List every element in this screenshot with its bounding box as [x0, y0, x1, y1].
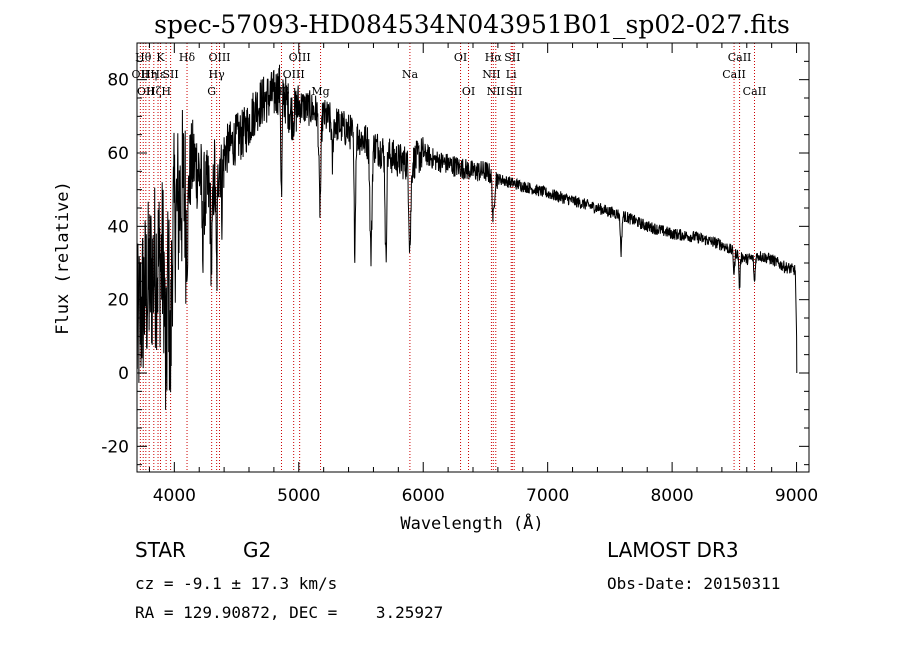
- line-marker-label: Li: [506, 68, 517, 81]
- line-marker-label: OI: [462, 85, 475, 98]
- line-marker-label: Hδ: [179, 51, 196, 64]
- line-marker-label: OIII: [208, 51, 230, 64]
- line-marker-label: OII: [137, 85, 155, 98]
- y-tick-label: 20: [107, 291, 129, 311]
- line-marker-label: OI: [454, 51, 467, 64]
- line-markers: [139, 43, 755, 472]
- y-tick-label: 40: [107, 217, 129, 237]
- line-marker-label: K: [156, 51, 165, 64]
- line-marker-label: NII: [482, 68, 500, 81]
- line-marker-label: OIII: [289, 51, 311, 64]
- spectrum-line: [136, 64, 798, 410]
- line-marker-labels: OIIHθOIIHηHζHεKHSIIHδGHγOIIIHβOIIIOIIIMg…: [132, 51, 767, 98]
- x-tick-label: 9000: [775, 486, 818, 506]
- x-tick-label: 4000: [153, 486, 196, 506]
- object-subclass: G2: [243, 538, 272, 562]
- line-marker-label: Hα: [485, 51, 503, 64]
- line-marker-label: Hζ: [146, 85, 162, 98]
- line-marker-label: G: [207, 85, 216, 98]
- axis-ticks: 4000 5000 6000 7000 8000 9000 -20 0 20 40 60 80: [101, 42, 818, 506]
- line-marker-label: Na: [402, 68, 419, 81]
- y-axis-label: Flux (relative): [53, 181, 73, 335]
- line-marker-label: Hγ: [209, 68, 226, 81]
- line-marker-label: Mg: [311, 85, 329, 98]
- line-marker-label: CaII: [728, 51, 752, 64]
- observation-date: Obs-Date: 20150311: [607, 574, 781, 593]
- line-marker-label: CaII: [743, 85, 767, 98]
- y-tick-label: 60: [107, 144, 129, 164]
- x-tick-label: 8000: [650, 486, 693, 506]
- line-marker-label: SII: [162, 68, 178, 81]
- x-axis-label: Wavelength (Å): [400, 512, 543, 534]
- plot-frame: [136, 42, 810, 473]
- survey-name: LAMOST DR3: [607, 538, 739, 562]
- line-marker-label: SII: [506, 85, 522, 98]
- chart-title: spec-57093-HD084534N043951B01_sp02-027.f…: [154, 10, 790, 39]
- y-tick-label: -20: [101, 437, 129, 457]
- line-marker-label: NII: [487, 85, 505, 98]
- line-marker-label: H: [161, 85, 171, 98]
- line-marker-label: Hη: [141, 68, 157, 81]
- line-marker-label: Hε: [150, 68, 166, 81]
- redshift-cz: cz = -9.1 ± 17.3 km/s: [135, 574, 338, 593]
- y-tick-label: 0: [118, 364, 129, 384]
- line-marker-label: OII: [132, 68, 150, 81]
- object-class: STAR: [135, 538, 186, 562]
- x-tick-label: 7000: [526, 486, 569, 506]
- x-tick-label: 5000: [277, 486, 320, 506]
- x-tick-label: 6000: [402, 486, 445, 506]
- line-marker-label: OIII: [283, 68, 305, 81]
- line-marker-label: SII: [504, 51, 520, 64]
- line-marker-label: CaII: [722, 68, 746, 81]
- ra-dec-coordinates: RA = 129.90872, DEC = 3.25927: [135, 603, 444, 622]
- y-tick-label: 80: [107, 71, 129, 91]
- line-marker-label: Hθ: [135, 51, 152, 64]
